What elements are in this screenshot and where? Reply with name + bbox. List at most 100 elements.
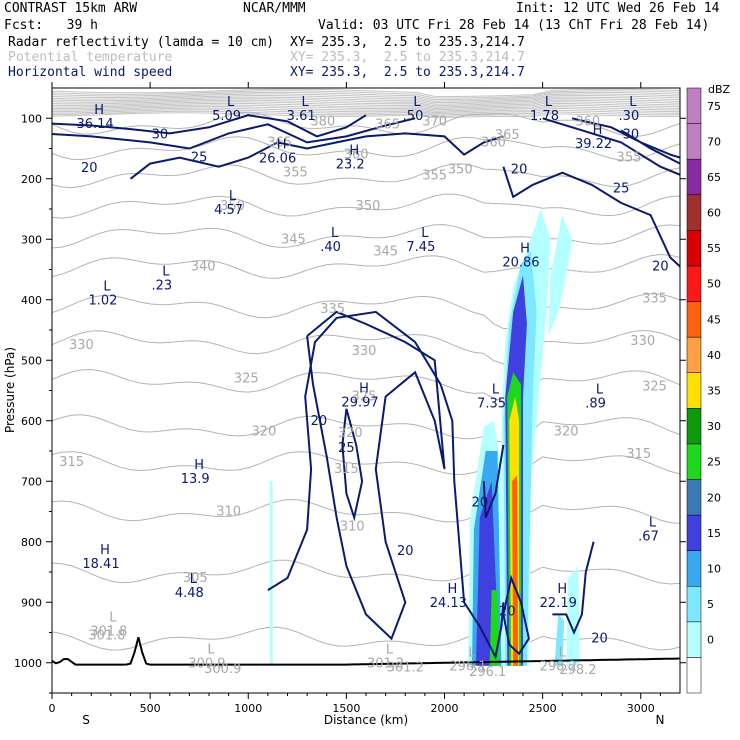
colorbar-label: 45 (707, 313, 721, 326)
isentrope-hatch-line (52, 104, 680, 112)
extremum-value-label: 7.45 (406, 240, 435, 255)
wind-speed-contour (542, 117, 680, 176)
extremum-value-label: 23.2 (336, 158, 365, 173)
high-marker: H (100, 543, 110, 558)
low-marker: L (413, 95, 421, 110)
colorbar-label: 5 (707, 598, 714, 611)
wind-contour-label: 20 (499, 604, 516, 619)
x-tick-label: 500 (140, 702, 161, 715)
colorbar-swatch (686, 230, 702, 267)
low-marker: L (103, 280, 111, 295)
x-tick-label: 1500 (332, 702, 360, 715)
colorbar-swatch (686, 158, 702, 196)
potential-temperature-contours (52, 111, 680, 651)
field-xy-theta: XY= 235.3, 2.5 to 235.3,214.7 (290, 50, 525, 65)
y-tick-label: 700 (21, 475, 42, 488)
isentrope-hatch-line (52, 96, 680, 105)
wind-contour-label: 20 (472, 495, 489, 510)
isentrope-line (52, 626, 680, 651)
colorbar-swatch (686, 479, 702, 516)
plot-area: 3803803603653653703603653603553553553503… (52, 88, 680, 680)
isentrope-line (52, 111, 680, 137)
colorbar-swatch (686, 87, 702, 124)
theta-contour-label: 360 (344, 148, 369, 163)
isentrope-hatch-line (52, 94, 680, 104)
colorbar-label: 0 (707, 634, 714, 647)
theta-contour-label: 320 (252, 425, 277, 440)
theta-contour-label: 315 (334, 462, 359, 477)
y-tick-label: 1000 (14, 657, 42, 670)
y-tick-label: 200 (21, 173, 42, 186)
isentrope-line (52, 224, 680, 249)
field-xy-wind: XY= 235.3, 2.5 to 235.3,214.7 (290, 65, 525, 80)
contour-labels: 3803803603653653703603653603553553553503… (59, 95, 668, 680)
init-time: Init: 12 UTC Wed 26 Feb 14 (516, 1, 720, 16)
wind-contour-label: 30 (152, 128, 169, 143)
theta-contour-label: 320 (554, 425, 579, 440)
y-tick-label: 600 (21, 415, 42, 428)
x-tick-label: 3000 (627, 702, 655, 715)
isentrope-line (52, 368, 680, 402)
wind-contour-label: 20 (81, 161, 98, 176)
reflectivity-area (512, 475, 519, 666)
low-marker: L (559, 646, 567, 661)
wind-contour-label: 25 (613, 181, 630, 196)
colorbar-title: dBZ (708, 83, 731, 96)
high-marker: H (593, 123, 603, 138)
colorbar-swatch (686, 194, 702, 231)
colorbar-label: 50 (707, 278, 721, 291)
field-name-reflectivity: Radar reflectivity (lamda = 10 cm) (8, 35, 275, 50)
isentrope-hatch-line (52, 88, 680, 98)
high-marker: H (557, 582, 567, 597)
theta-contour-label: 345 (373, 244, 398, 259)
isentrope-hatch-line (52, 98, 680, 107)
wind-speed-contour (502, 574, 530, 656)
wind-speed-contour (502, 166, 680, 268)
colorbar-label: 10 (707, 562, 721, 575)
isentrope-line (52, 499, 680, 525)
colorbar-swatch (686, 408, 702, 445)
wind-speed-contour (306, 310, 446, 641)
isentrope-line (52, 253, 680, 279)
isentrope-hatch-line (52, 91, 680, 101)
colorbar-label: 70 (707, 135, 721, 148)
isentrope-hatch-line (52, 102, 680, 111)
extremum-value-label: 22.19 (540, 596, 577, 611)
wind-speed-contour (482, 444, 505, 518)
colorbar-label: 75 (707, 100, 721, 113)
high-marker: H (359, 381, 369, 396)
isentrope-hatch-line (52, 105, 680, 114)
extremum-value-label: 301.2 (367, 657, 404, 672)
colorbar-swatch (686, 265, 702, 302)
y-tick-label: 100 (21, 112, 42, 125)
extremum-value-label: 39.22 (575, 137, 612, 152)
isentrope-hatch-line (52, 110, 680, 118)
theta-contour-label: 310 (216, 505, 241, 520)
extremum-value-label: 1.02 (88, 294, 117, 309)
colorbar-swatch (686, 657, 702, 694)
y-tick-label: 900 (21, 596, 42, 609)
theta-contour-label: 325 (234, 371, 259, 386)
theta-contour-label: 330 (630, 334, 655, 349)
wind-contour-label: 20 (591, 632, 608, 647)
theta-contour-label: 298.2 (559, 663, 596, 678)
low-marker: L (162, 265, 170, 280)
theta-contour-label: 350 (356, 199, 381, 214)
terrain-line (52, 637, 680, 666)
low-marker: L (492, 383, 500, 398)
extremum-value-label: 36.14 (76, 117, 113, 132)
extremum-value-label: .23 (151, 279, 172, 294)
extremum-value-label: 298.2 (540, 660, 577, 675)
isentrope-line (52, 559, 680, 585)
isentrope-hatch-line (52, 101, 680, 110)
extremum-value-label: 24.13 (430, 596, 467, 611)
theta-contour-label: 360 (575, 114, 600, 129)
high-marker: H (94, 103, 104, 118)
extremum-value-label: 13.9 (181, 472, 210, 487)
colorbar-swatch (686, 372, 702, 409)
colorbar-label: 65 (707, 171, 721, 184)
theta-contour-label: 301.8 (88, 629, 125, 644)
isentrope-hatch-line (52, 107, 680, 115)
extremum-value-label: 300.9 (188, 657, 225, 672)
wind-speed-contour (129, 132, 504, 180)
